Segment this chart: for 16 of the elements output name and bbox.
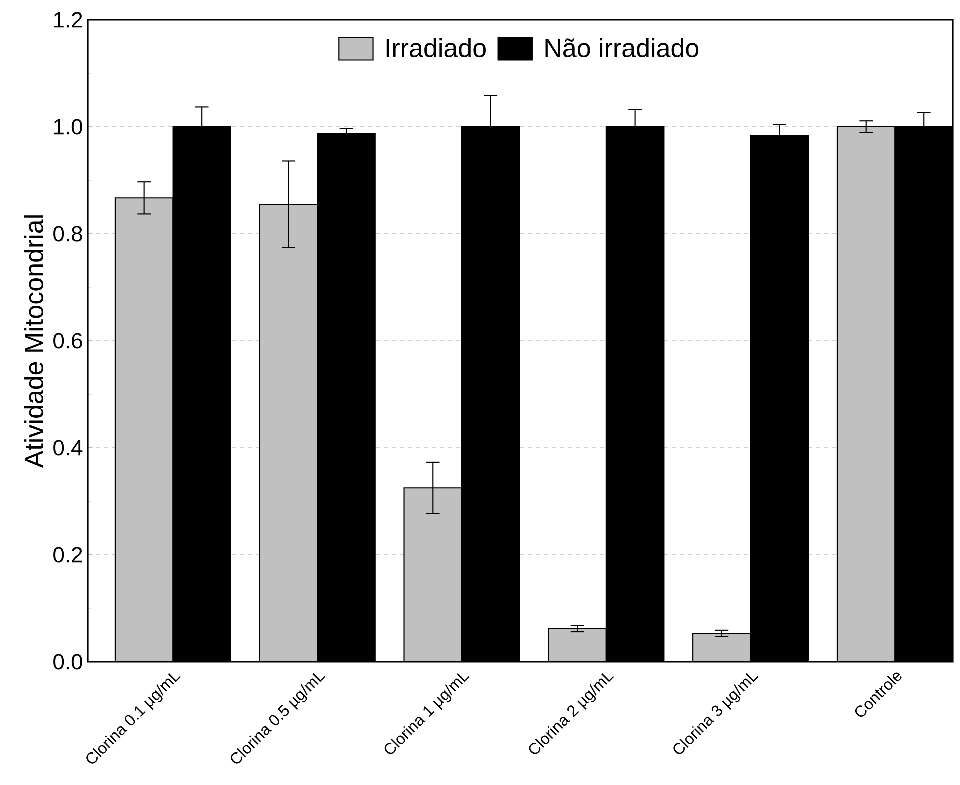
y-axis-title: Atividade Mitocondrial — [24, 216, 44, 468]
bar — [404, 488, 463, 662]
bar — [114, 198, 174, 662]
y-tick-label: 0.0 — [54, 654, 82, 670]
bar — [259, 204, 318, 662]
y-tick-label: 1.2 — [54, 12, 82, 28]
y-tick-label: 0.8 — [54, 226, 82, 242]
y-tick-label: 1.0 — [54, 119, 82, 135]
bar — [836, 126, 896, 662]
bar — [692, 633, 752, 662]
bar — [548, 628, 607, 662]
legend-label: Irradiado — [386, 38, 486, 58]
y-tick-label: 0.6 — [54, 333, 82, 349]
y-tick-label: 0.2 — [54, 547, 82, 563]
legend-label: Não irradiado — [546, 38, 699, 58]
y-tick-label: 0.4 — [54, 440, 83, 456]
